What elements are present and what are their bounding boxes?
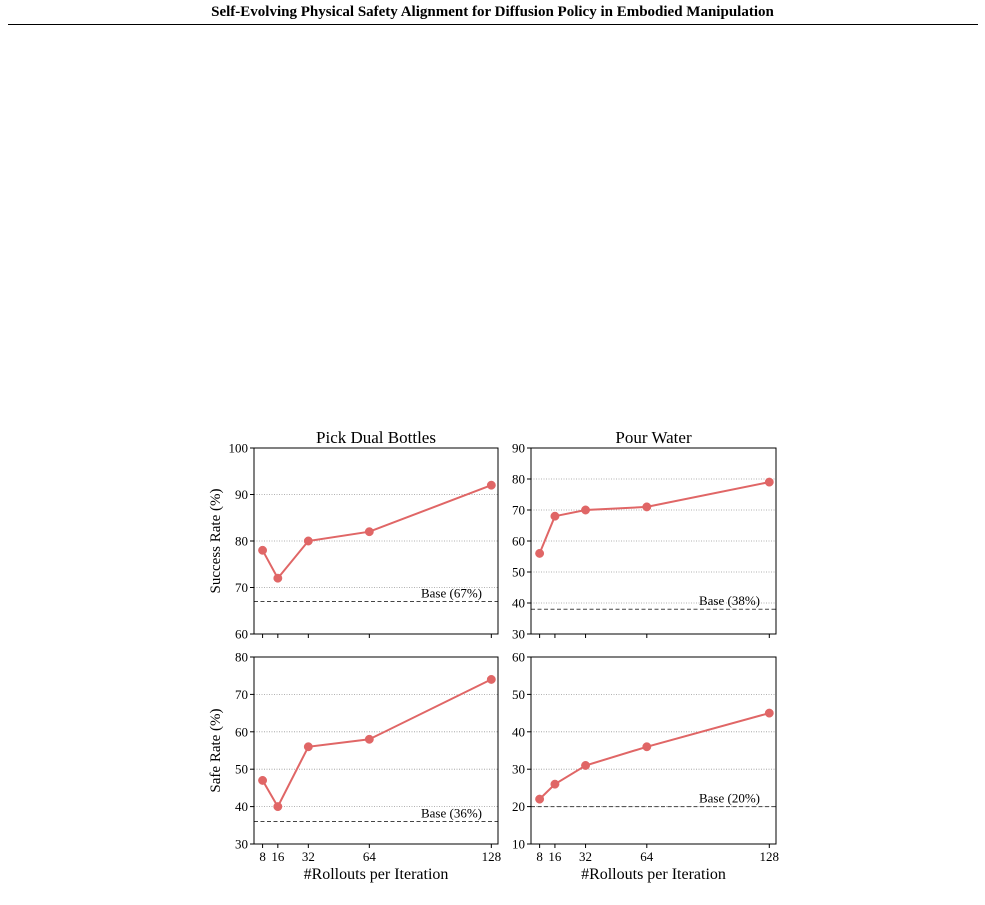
x-tick-label: 32 xyxy=(579,849,592,864)
x-tick-label: 32 xyxy=(302,849,315,864)
y-tick-label: 100 xyxy=(229,441,249,456)
x-axis-label: #Rollouts per Iteration xyxy=(581,866,726,883)
baseline-label: Base (67%) xyxy=(421,585,482,600)
x-tick-label: 8 xyxy=(536,849,543,864)
data-point xyxy=(581,505,591,515)
y-tick-label: 30 xyxy=(512,627,525,642)
data-point xyxy=(273,573,283,583)
x-tick-label: 8 xyxy=(259,849,266,864)
data-point xyxy=(303,742,313,752)
y-tick-label: 10 xyxy=(512,837,525,852)
x-axis-label: #Rollouts per Iteration xyxy=(304,866,449,883)
caption-fragment xyxy=(0,896,985,905)
chart-panel-4: Base (20%) 10 20 30 40 50 60 8 16 32 64 128 #Rollout… xyxy=(512,650,779,884)
y-tick-label: 60 xyxy=(512,534,525,549)
chart-panel-2: Base (38%) 30 40 50 60 70 80 90 Pour Water xyxy=(512,428,777,642)
y-tick-label: 80 xyxy=(235,534,248,549)
y-tick-label: 50 xyxy=(235,762,248,777)
data-point xyxy=(764,477,774,487)
data-point xyxy=(486,674,496,684)
chart-panel-3: Base (36%) 30 40 50 60 70 80 8 16 32 64 128 Safe Rat… xyxy=(208,650,501,884)
axes-frame xyxy=(253,447,499,635)
y-tick-label: 30 xyxy=(235,837,248,852)
data-point xyxy=(273,802,283,812)
series-line xyxy=(538,712,770,800)
data-point xyxy=(258,545,268,555)
data-point xyxy=(535,794,545,804)
y-tick-label: 60 xyxy=(512,650,525,665)
data-point xyxy=(258,775,268,785)
series-line xyxy=(538,481,770,554)
y-tick-label: 40 xyxy=(235,799,248,814)
data-point xyxy=(550,779,560,789)
x-tick-label: 128 xyxy=(760,849,780,864)
x-tick-label: 128 xyxy=(482,849,502,864)
chart-title: Pick Dual Bottles xyxy=(316,428,436,447)
y-axis-label: Success Rate (%) xyxy=(208,489,224,594)
data-point xyxy=(303,536,313,546)
y-tick-label: 60 xyxy=(235,627,248,642)
series-line xyxy=(261,484,492,580)
y-tick-label: 40 xyxy=(512,724,525,739)
y-tick-label: 40 xyxy=(512,596,525,611)
x-tick-label: 64 xyxy=(363,849,377,864)
baseline-label: Base (36%) xyxy=(421,806,482,821)
x-tick-label: 64 xyxy=(640,849,654,864)
axes-frame xyxy=(253,656,499,845)
chart-panel-1: Base (67%) 60 70 80 90 100 Pick Dual Bottles Su… xyxy=(208,428,499,642)
data-point xyxy=(364,527,374,537)
data-point xyxy=(364,734,374,744)
data-point xyxy=(486,480,496,490)
y-tick-label: 90 xyxy=(512,441,525,456)
y-tick-label: 20 xyxy=(512,799,525,814)
data-point xyxy=(642,742,652,752)
y-tick-label: 50 xyxy=(512,565,525,580)
y-tick-label: 70 xyxy=(235,580,248,595)
y-tick-label: 70 xyxy=(512,503,525,518)
y-tick-label: 80 xyxy=(235,650,248,665)
y-tick-label: 80 xyxy=(512,472,525,487)
axes-frame xyxy=(530,656,777,845)
data-point xyxy=(535,548,545,558)
y-axis-label: Safe Rate (%) xyxy=(208,708,224,792)
chart-title: Pour Water xyxy=(615,428,692,447)
x-tick-label: 16 xyxy=(271,849,285,864)
data-point xyxy=(581,761,591,770)
y-tick-label: 90 xyxy=(235,487,248,502)
y-tick-label: 30 xyxy=(512,762,525,777)
page-header-title: Self-Evolving Physical Safety Alignment … xyxy=(211,4,774,20)
header-rule xyxy=(8,24,978,25)
data-point xyxy=(764,708,774,718)
y-tick-label: 70 xyxy=(235,687,248,702)
data-point xyxy=(642,502,652,512)
series-line xyxy=(261,678,492,809)
x-tick-label: 16 xyxy=(548,849,562,864)
data-point xyxy=(550,511,560,521)
y-tick-label: 50 xyxy=(512,687,525,702)
y-tick-label: 60 xyxy=(235,724,248,739)
baseline-label: Base (20%) xyxy=(699,791,760,806)
baseline-label: Base (38%) xyxy=(699,593,760,608)
